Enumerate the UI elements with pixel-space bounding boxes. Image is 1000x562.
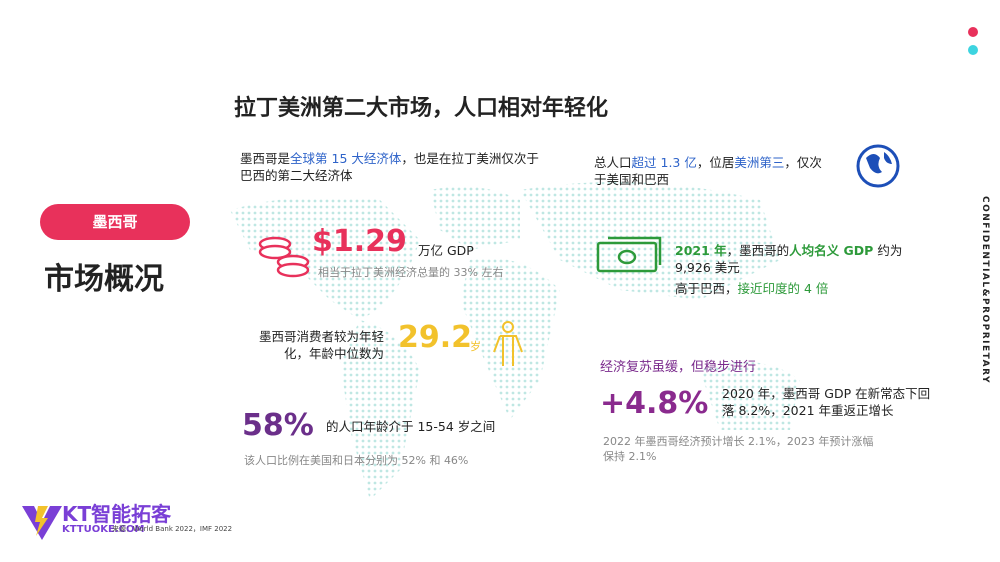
highlight: 全球第 15 大经济体 — [290, 151, 402, 166]
gdp-note: 相当于拉丁美洲经济总量的 33% 左右 — [318, 266, 504, 279]
text: 总人口 — [594, 155, 632, 170]
share-text: 的人口年龄介于 15-54 岁之间 — [326, 419, 496, 434]
share-note: 该人口比例在美国和日本分别为 52% 和 46% — [244, 454, 469, 467]
text: ，仅次于美国和巴西 — [594, 155, 822, 187]
title: 拉丁美洲第二大市场，人口相对年轻化 — [234, 96, 609, 121]
logo-site: KTTUOKE.COM — [62, 524, 145, 535]
text: ，也是在拉丁美洲仅次于巴西的第二大经济体 — [240, 151, 539, 183]
text: ，墨西哥的 — [726, 243, 790, 258]
text: 墨西哥是 — [240, 151, 291, 166]
economy-text: 墨西哥是全球第 15 大经济体，也是在拉丁美洲仅次于巴西的第二大经济体 — [240, 150, 540, 184]
age-text: 墨西哥消费者较为年轻化，年龄中位数为 — [258, 329, 384, 361]
population-text: 总人口超过 1.3 亿，位居美洲第三，仅次于美国和巴西 — [594, 154, 824, 188]
age-value: 29.2 — [398, 320, 473, 355]
growth-note: 2022 年墨西哥经济预计增长 2.1%，2023 年预计涨幅保持 2.1% — [603, 435, 874, 463]
heading: 市场概况 — [44, 262, 164, 297]
compare-text: 高于巴西，接近印度的 4 倍 — [675, 280, 828, 297]
confidential: CONFIDENTIAL&PROPRIETARY — [980, 196, 990, 385]
text: 高于巴西， — [675, 281, 738, 296]
tag: 墨西哥 — [40, 204, 190, 240]
highlight: 2021 年 — [675, 243, 727, 258]
highlight: 美洲第三 — [734, 155, 785, 170]
highlight: 人均名义 GDP — [789, 243, 874, 258]
gdp-value: $1.29 — [312, 224, 407, 259]
growth-text: 2020 年，墨西哥 GDP 在新常态下回落 8.2%，2021 年重返正增长 — [722, 386, 931, 418]
per-capita-text: 2021 年，墨西哥的人均名义 GDP 约为 9,926 美元 — [675, 242, 915, 276]
highlight: 接近印度的 4 倍 — [737, 281, 829, 296]
age-unit: 岁 — [470, 340, 481, 353]
text: 约为 9,926 美元 — [675, 243, 903, 275]
text: ，位居 — [696, 155, 735, 170]
logo: KT智能拓客 — [62, 502, 172, 526]
growth-heading: 经济复苏虽缓，但稳步进行 — [600, 360, 757, 375]
highlight: 超过 1.3 亿 — [631, 155, 697, 170]
growth-value: +4.8% — [600, 386, 709, 421]
share-value: 58% — [242, 408, 314, 443]
gdp-unit: 万亿 GDP — [418, 243, 474, 258]
source: 来源：World Bank 2022，IMF 2022 — [112, 525, 233, 533]
